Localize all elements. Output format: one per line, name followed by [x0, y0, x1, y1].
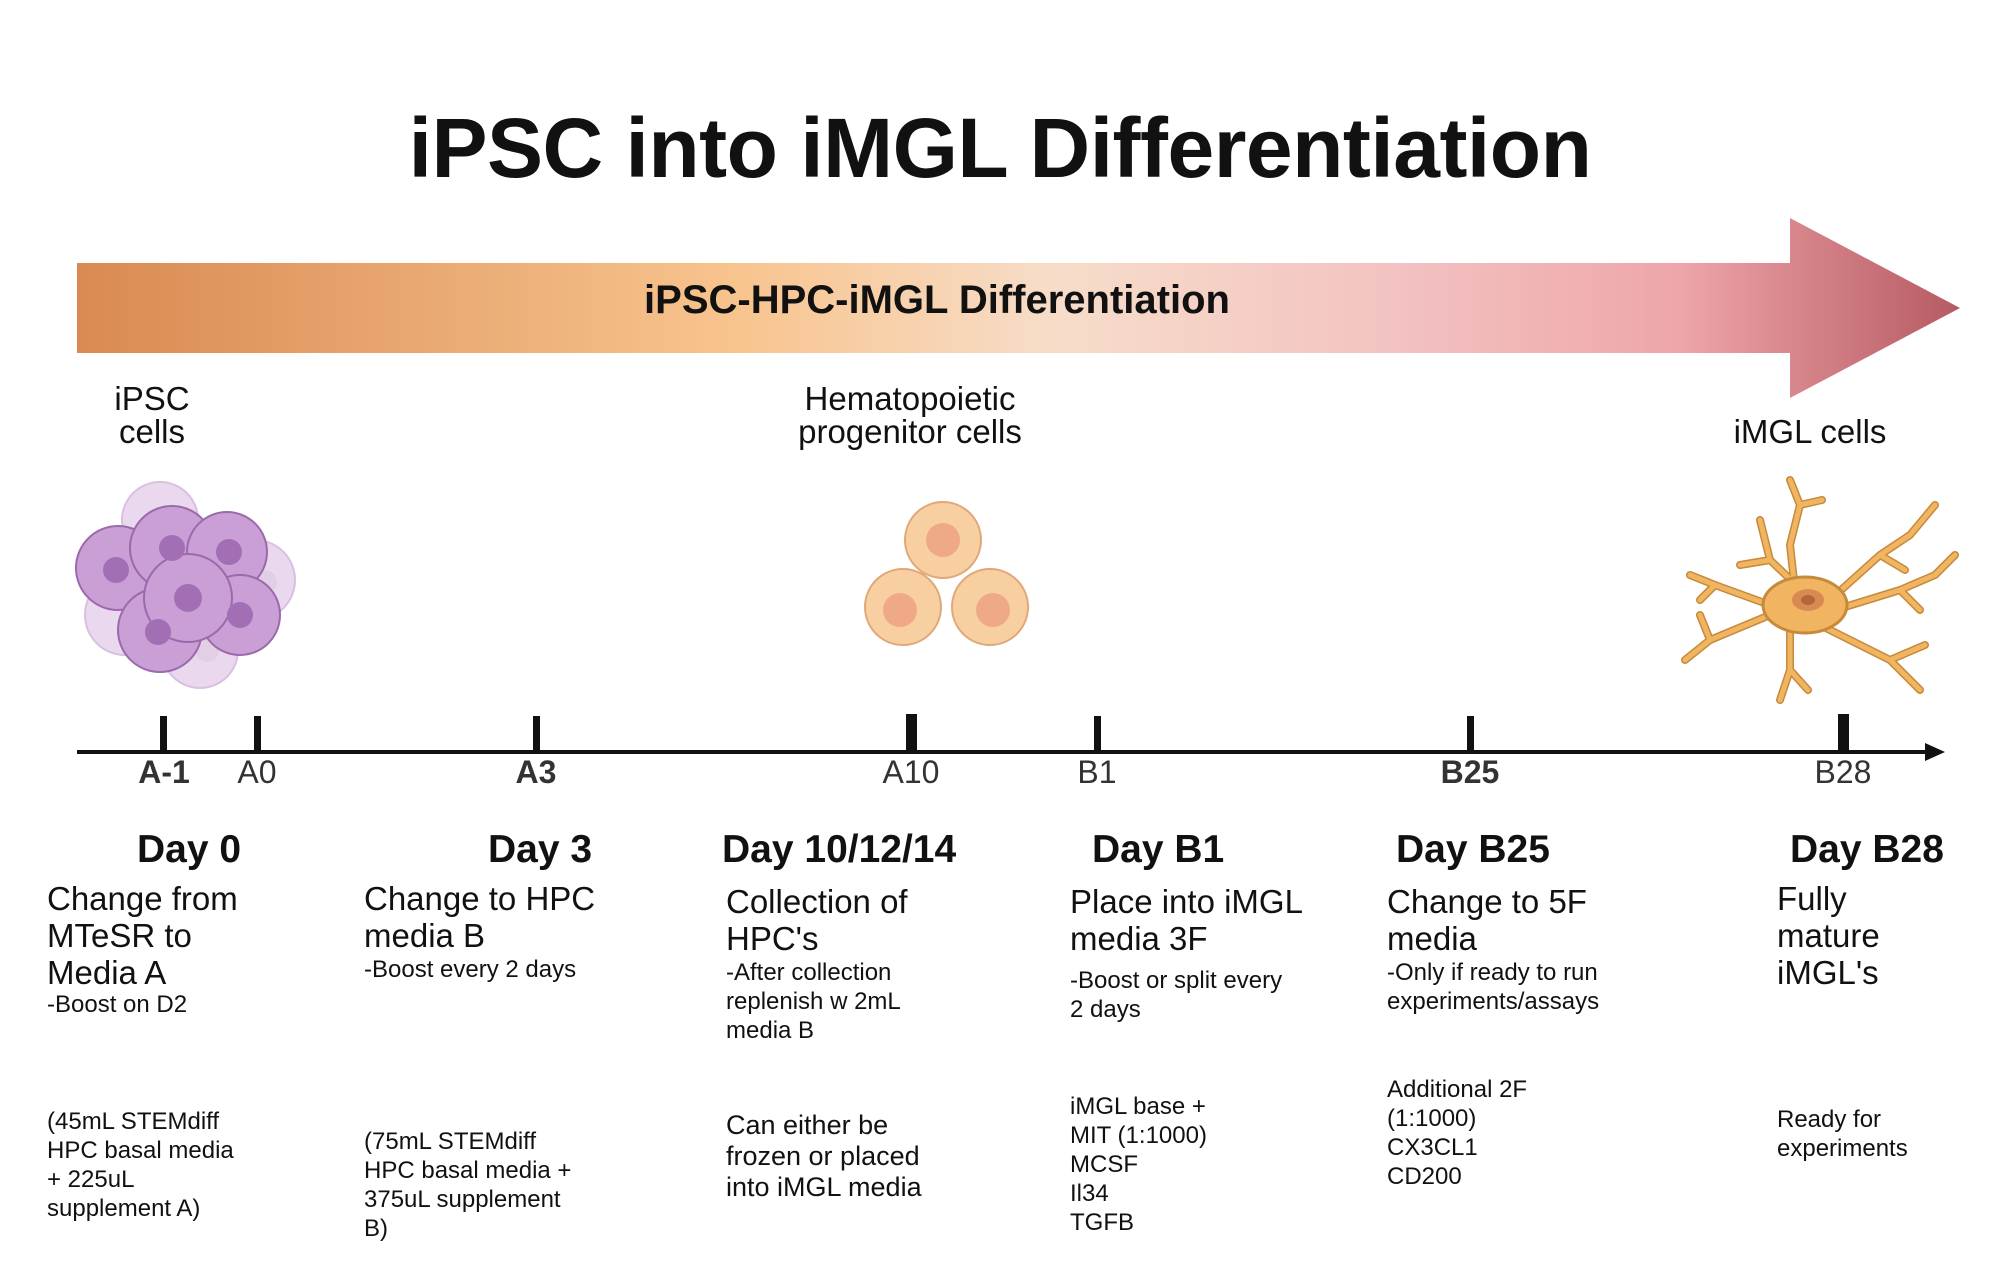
tick-mark-a3 — [533, 716, 540, 750]
tick-mark-b25 — [1467, 716, 1474, 750]
stage-heading: Change to 5F media — [1387, 883, 1587, 957]
stage-note: -Boost every 2 days — [364, 956, 577, 983]
stage-day-label: Day 0 — [137, 828, 242, 871]
tick-label-b25: B25 — [1440, 754, 1500, 790]
stage-day-label: Day B28 — [1790, 828, 1944, 871]
stage-note: -After collection replenish w 2mL media … — [726, 959, 901, 1044]
stage-note: -Boost or split every 2 days — [1070, 967, 1283, 1023]
progress-arrow — [77, 218, 1960, 398]
stage-heading: Fully mature iMGL's — [1777, 880, 1880, 991]
tick-label-a-1: A-1 — [138, 754, 190, 790]
ipsc-cells-illustration — [75, 481, 296, 689]
stage-recipe: Ready for experiments — [1777, 1106, 1908, 1162]
stage-note: -Only if ready to run experiments/assays — [1387, 959, 1600, 1015]
tick-mark-a0 — [254, 716, 261, 750]
stage-recipe: (45mL STEMdiff HPC basal media + 225uL s… — [47, 1108, 234, 1222]
stage-recipe: iMGL base + MIT (1:1000) MCSF Il34 TGFB — [1070, 1093, 1207, 1236]
stage-heading: Place into iMGL media 3F — [1070, 883, 1303, 957]
timeline — [77, 714, 1945, 761]
tick-label-a0: A0 — [237, 754, 277, 790]
stage-recipe: Can either be frozen or placed into iMGL… — [726, 1110, 922, 1202]
stage-heading: Collection of HPC's — [726, 883, 908, 957]
arrow-label: iPSC-HPC-iMGL Differentiation — [644, 278, 1230, 322]
stage-note: -Boost on D2 — [47, 991, 188, 1018]
stage-recipe: Additional 2F (1:1000) CX3CL1 CD200 — [1387, 1076, 1528, 1190]
tick-mark-a10 — [906, 714, 917, 750]
imgl-cells-label: iMGL cells — [1733, 413, 1887, 450]
page-title: iPSC into iMGL Differentiation — [408, 101, 1592, 195]
tick-mark-b28 — [1838, 714, 1849, 750]
stage-heading: Change from MTeSR to Media A — [47, 880, 238, 991]
stage-recipe: (75mL STEMdiff HPC basal media + 375uL s… — [364, 1128, 572, 1242]
tick-label-b28: B28 — [1814, 754, 1872, 790]
stage-day-label: Day B1 — [1092, 828, 1225, 871]
stage-day-label: Day B25 — [1396, 828, 1550, 871]
tick-label-b1: B1 — [1077, 754, 1117, 790]
ipsc-cells-label: iPSC cells — [114, 380, 190, 450]
stage-day-label: Day 10/12/14 — [722, 828, 957, 871]
tick-label-a10: A10 — [882, 754, 940, 790]
tick-label-a3: A3 — [515, 754, 557, 790]
imgl-cell-illustration — [1681, 476, 1959, 704]
hpc-cells-illustration — [864, 501, 1029, 646]
tick-mark-a-1 — [160, 716, 167, 750]
tick-mark-b1 — [1094, 716, 1101, 750]
hpc-cells-label: Hematopoietic progenitor cells — [798, 380, 1022, 450]
stage-heading: Change to HPC media B — [364, 880, 596, 954]
stage-day-label: Day 3 — [488, 828, 593, 871]
